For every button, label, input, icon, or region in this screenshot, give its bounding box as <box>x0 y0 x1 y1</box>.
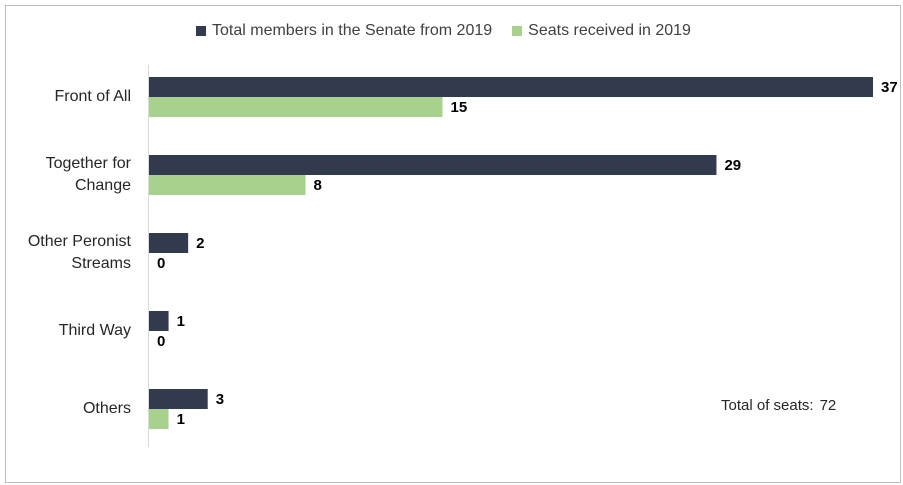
data-label-together-for-change-total-members: 29 <box>724 157 741 174</box>
category-label-third-way: Third Way <box>58 322 131 339</box>
bar-front-of-all-total-members <box>149 77 873 97</box>
category-label-other-peronist-streams: Other Peronist Streams <box>27 233 131 272</box>
data-label-front-of-all-total-members: 37 <box>881 79 898 96</box>
bar-other-peronist-streams-total-members <box>149 233 189 253</box>
data-label-other-peronist-streams-total-members: 2 <box>196 235 204 252</box>
bar-together-for-change-seats-received <box>149 175 306 195</box>
data-label-others-total-members: 3 <box>216 391 224 408</box>
chart-legend: Total members in the Senate from 2019 Se… <box>196 22 711 40</box>
data-label-front-of-all-seats-received: 15 <box>451 99 468 116</box>
legend-label-total-members: Total members in the Senate from 2019 <box>212 22 493 39</box>
legend-item-total-members: Total members in the Senate from 2019 <box>196 22 492 40</box>
legend-item-seats-received: Seats received in 2019 <box>512 22 691 40</box>
bar-third-way-total-members <box>149 311 169 331</box>
legend-swatch-total-members <box>196 26 206 36</box>
data-label-third-way-total-members: 1 <box>177 313 185 330</box>
category-label-together-for-change: Together for Change <box>45 155 131 194</box>
legend-swatch-seats-received <box>512 26 523 36</box>
data-label-together-for-change-seats-received: 8 <box>314 177 322 194</box>
legend-label-seats-received: Seats received in 2019 <box>528 22 691 39</box>
data-label-third-way-seats-received: 0 <box>157 333 165 350</box>
bar-together-for-change-total-members <box>149 155 717 175</box>
data-label-other-peronist-streams-seats-received: 0 <box>157 255 165 272</box>
bar-others-seats-received <box>149 409 169 429</box>
total-seats-label: Total of seats: <box>721 397 814 414</box>
total-seats-value: 72 <box>819 397 837 414</box>
data-label-others-seats-received: 1 <box>177 411 185 428</box>
chart-frame <box>5 5 901 483</box>
bar-front-of-all-seats-received <box>149 97 443 117</box>
category-label-others: Others <box>82 400 131 417</box>
bar-others-total-members <box>149 389 208 409</box>
total-seats-note: Total of seats: 72 <box>721 397 836 414</box>
category-label-front-of-all: Front of All <box>54 88 131 105</box>
